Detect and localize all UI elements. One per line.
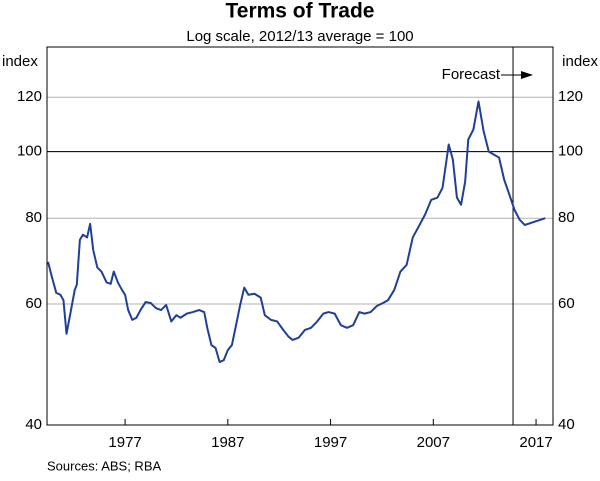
x-tick-label: 1997 xyxy=(314,434,347,451)
y2-axis-label: index xyxy=(562,53,598,70)
x-tick-label: 1977 xyxy=(108,434,141,451)
y2-tick-label: 80 xyxy=(558,209,575,226)
chart-title: Terms of Trade xyxy=(226,0,375,23)
y-tick-label: 80 xyxy=(25,209,42,226)
y-tick-label: 40 xyxy=(25,416,42,433)
chart-subtitle: Log scale, 2012/13 average = 100 xyxy=(186,28,413,45)
y2-tick-label: 60 xyxy=(558,295,575,312)
source-note: Sources: ABS; RBA xyxy=(47,458,161,473)
y-axis-label: index xyxy=(2,53,38,70)
y2-tick-label: 40 xyxy=(558,416,575,433)
y-tick-label: 60 xyxy=(25,295,42,312)
annotation-arrowhead xyxy=(521,71,534,79)
y-tick-label: 120 xyxy=(17,88,42,105)
x-tick-label: 2017 xyxy=(519,434,552,451)
annotation: Forecast xyxy=(442,66,501,83)
data-line xyxy=(47,100,546,364)
plot-frame xyxy=(46,46,554,426)
y2-tick-label: 100 xyxy=(558,143,583,160)
y-tick-label: 100 xyxy=(17,143,42,160)
y2-tick-label: 120 xyxy=(558,88,583,105)
x-tick-label: 2007 xyxy=(417,434,450,451)
x-tick-label: 1987 xyxy=(211,434,244,451)
